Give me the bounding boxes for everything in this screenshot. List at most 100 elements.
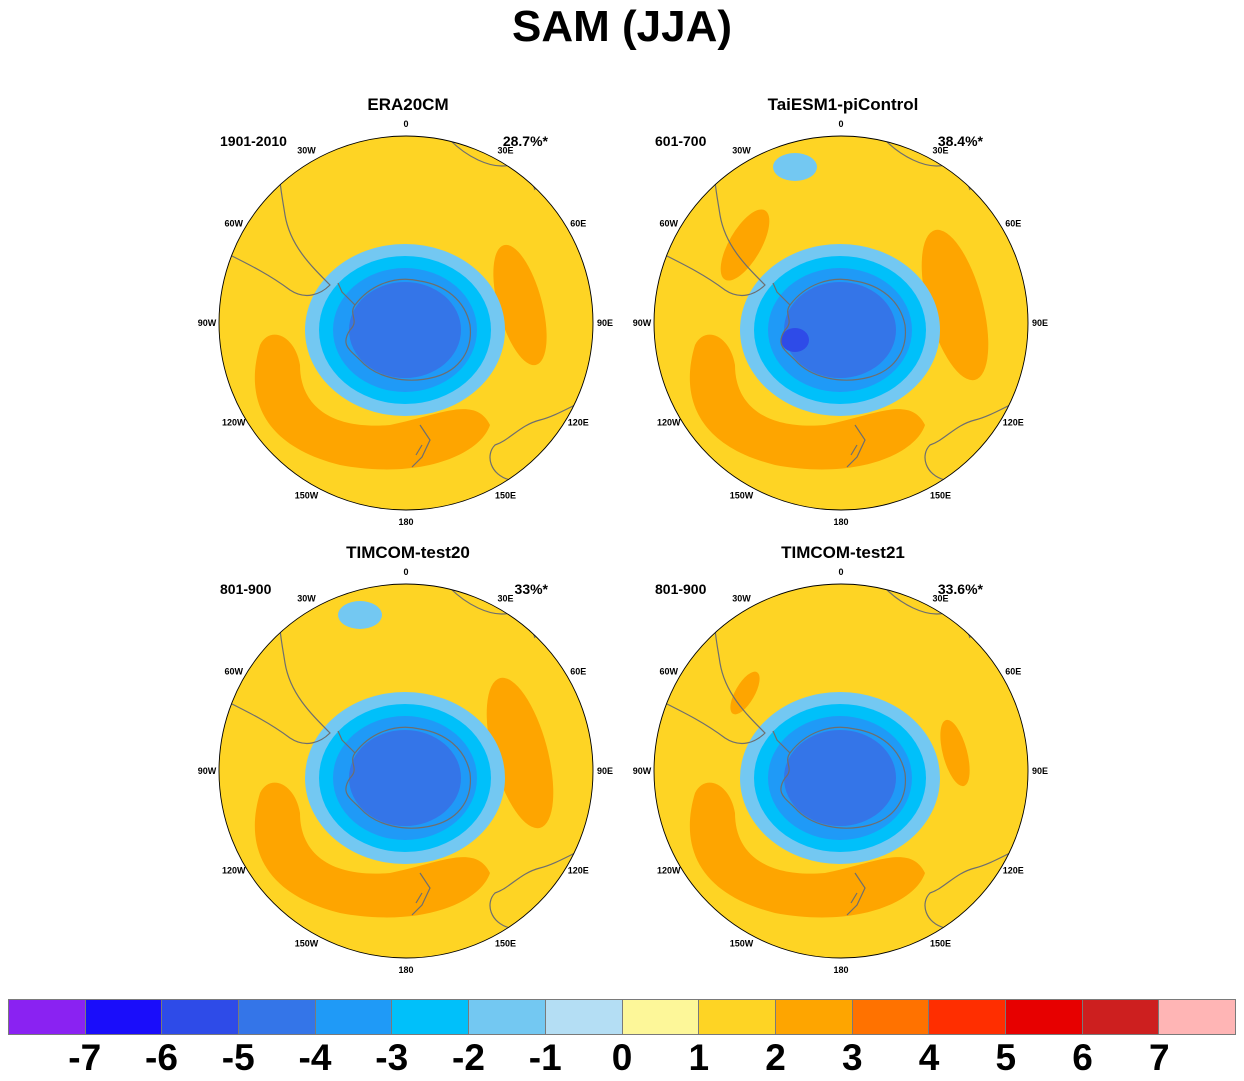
contour-level-pos2 <box>921 229 989 381</box>
longitude-label: 120E <box>1003 418 1024 428</box>
longitude-label: 60E <box>1005 219 1021 229</box>
panel-title: ERA20CM <box>367 95 449 114</box>
longitude-label: 120W <box>657 866 681 876</box>
longitude-label: 180 <box>398 965 413 975</box>
panel-timcom-test21: TIMCOM-test21 801-900 33.6%* 0 30E 60E 90E 1… <box>625 543 1061 983</box>
longitude-label: 120W <box>222 418 246 428</box>
longitude-label: 30W <box>732 146 751 156</box>
south-america-coast <box>229 154 331 297</box>
colorbar-tick-label: -1 <box>528 1037 562 1078</box>
colorbar-tick-label: -6 <box>145 1037 178 1078</box>
longitude-label: 30W <box>297 594 316 604</box>
longitude-label: 60W <box>224 219 243 229</box>
colorbar-tick-label: -3 <box>375 1037 409 1078</box>
colorbar-box <box>929 1000 1006 1034</box>
longitude-label: 120E <box>1003 866 1024 876</box>
colorbar-box <box>699 1000 776 1034</box>
contour-level-neg4 <box>349 282 461 378</box>
panel-variance: 38.4%* <box>937 133 983 149</box>
antarctica-coast <box>780 278 907 381</box>
new-zealand-coast <box>411 872 431 916</box>
map-field <box>219 584 593 958</box>
contour-level-pos2 <box>486 677 554 829</box>
panel-variance: 33.6%* <box>937 581 983 597</box>
longitude-label: 150W <box>730 490 754 500</box>
longitude-label: 0 <box>838 119 843 129</box>
longitude-label: 60E <box>570 667 586 677</box>
longitude-label: 90E <box>597 318 613 328</box>
panel-era20cm: ERA20CM 1901-2010 28.7%* 0 30E 60E 90E 120E 1… <box>190 95 626 535</box>
contour-level-neg4 <box>784 730 896 826</box>
colorbar-box <box>1159 1000 1235 1034</box>
contour-level-pos2 <box>254 782 490 918</box>
longitude-label: 90E <box>597 766 613 776</box>
colorbar-tick-label: 2 <box>765 1037 786 1078</box>
map-boundary <box>653 135 1029 511</box>
colorbar-box <box>469 1000 546 1034</box>
map-boundary <box>218 135 594 511</box>
longitude-label: 150W <box>730 938 754 948</box>
new-zealand-coast <box>846 424 866 468</box>
colorbar-box <box>852 1000 930 1034</box>
colorbar-box <box>85 1000 163 1034</box>
longitude-label: 60W <box>659 667 678 677</box>
figure-title: SAM (JJA) <box>511 2 733 51</box>
antarctica-coast <box>345 726 472 829</box>
panel-title: TaiESM1-piControl <box>767 95 919 114</box>
longitude-label: 180 <box>833 965 848 975</box>
new-zealand-coast <box>850 892 858 904</box>
colorbar-tick-label: -5 <box>221 1037 255 1078</box>
longitude-label: 180 <box>398 517 413 527</box>
colorbar-tick-label: 1 <box>688 1037 710 1078</box>
longitude-label: 30E <box>932 594 948 604</box>
new-zealand-coast <box>415 892 423 904</box>
longitude-label: 120W <box>222 866 246 876</box>
colorbar-tick-label: 6 <box>1072 1037 1093 1078</box>
longitude-label: 30W <box>297 146 316 156</box>
panel-timcom-test20: TIMCOM-test20 801-900 33%* 0 30E 60E 90E 120… <box>190 543 626 983</box>
contour-level-neg4 <box>349 730 461 826</box>
longitude-label: 150E <box>930 938 951 948</box>
south-america-coast <box>664 154 766 297</box>
colorbar-box <box>9 1000 86 1034</box>
longitude-label: 30W <box>732 594 751 604</box>
colorbar-box <box>1082 1000 1160 1034</box>
polar-map: 0 30E 60E 90E 120E 150E 180 150W 120W 90W 60W 30W <box>198 119 613 527</box>
longitude-label: 180 <box>833 517 848 527</box>
panel-period: 801-900 <box>655 581 707 597</box>
map-boundary <box>653 583 1029 959</box>
panel-period: 801-900 <box>220 581 272 597</box>
map-field <box>654 584 1028 958</box>
map-boundary <box>218 583 594 959</box>
longitude-label: 120E <box>568 418 589 428</box>
map-field <box>654 136 1028 510</box>
colorbar-tick-label: -7 <box>68 1037 102 1078</box>
colorbar-tick-label: 4 <box>918 1037 940 1078</box>
colorbar-box <box>239 1000 316 1034</box>
panel-period: 1901-2010 <box>220 133 287 149</box>
longitude-label: 30E <box>497 594 513 604</box>
longitude-label: 90W <box>198 766 217 776</box>
panel-title: TIMCOM-test20 <box>346 543 470 562</box>
contour-level-neg1 <box>338 601 382 629</box>
colorbar-tick-label: -2 <box>452 1037 485 1078</box>
polar-map: 0 30E 60E 90E 120E 150E 180 150W 120W 90W 60W 30W <box>633 119 1048 527</box>
colorbar-box <box>545 1000 623 1034</box>
colorbar-box <box>622 1000 700 1034</box>
colorbar-box <box>775 1000 853 1034</box>
longitude-label: 120W <box>657 418 681 428</box>
longitude-label: 150W <box>295 490 319 500</box>
contour-level-pos2 <box>493 244 547 366</box>
longitude-label: 30E <box>497 146 513 156</box>
longitude-label: 90W <box>633 318 652 328</box>
longitude-label: 150E <box>930 490 951 500</box>
contour-level-pos2 <box>720 209 770 281</box>
panel-title: TIMCOM-test21 <box>781 543 905 562</box>
new-zealand-coast <box>846 872 866 916</box>
peninsula-coast <box>337 730 356 754</box>
longitude-label: 150E <box>495 938 516 948</box>
colorbar <box>8 999 1236 1035</box>
new-zealand-coast <box>415 444 423 456</box>
longitude-label: 30E <box>932 146 948 156</box>
longitude-label: 0 <box>403 119 408 129</box>
